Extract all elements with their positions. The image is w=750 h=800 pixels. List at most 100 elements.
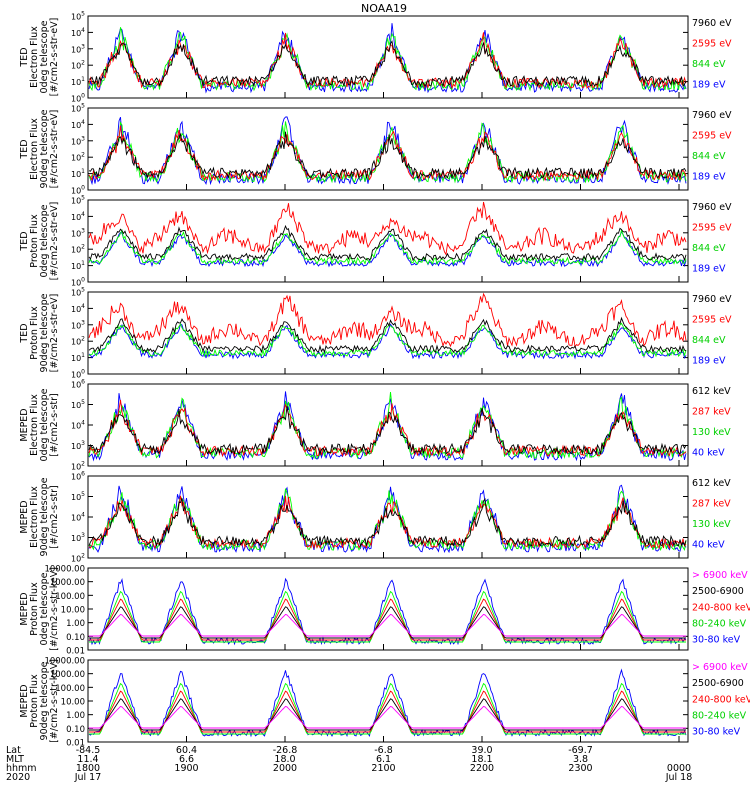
y-axis-label: TEDProton Flux0deg telescope[#/cm2-s-str… [19,202,60,281]
legend-entry: > 6900 keV [692,662,748,673]
series-trace [88,224,687,262]
legend-entry: 2595 eV [692,223,732,234]
y-axis-label-line: Proton Flux [29,306,40,360]
y-tick-exponent: 1 [81,76,85,83]
legend-entry: 189 eV [692,356,726,367]
y-tick-label: 103 [71,319,85,330]
x-tick-label-hhmm: 2200 [470,763,494,774]
panel-5: MEPEDElectron Flux0deg telescope[#/cm2-s… [19,379,731,472]
y-tick-base: 10 [71,29,81,38]
y-tick-label: 103 [71,227,85,238]
legend-entry: 80-240 keV [692,619,747,630]
y-tick-exponent: 1 [81,352,85,359]
legend-entry: 130 keV [692,427,731,438]
x-tick-label-lat: 60.4 [176,745,197,756]
x-tick-label-hhmm: 1900 [174,763,198,774]
y-axis-label-line: 90deg telescope [39,661,50,740]
y-tick-label: 0.01 [66,647,85,657]
x-tick-label-hhmm: 0000 [667,763,691,774]
y-axis-label-line: Electron Flux [29,118,40,180]
x-tick-label-mlt: 6.1 [376,754,391,765]
y-tick-exponent: 2 [81,244,85,251]
y-tick-base: 10 [71,262,81,271]
y-axis-label-line: TED [19,47,30,67]
series-trace [88,577,687,646]
y-axis-label-line: TED [19,323,30,343]
legend-entry: 2500-6900 [692,678,744,689]
y-tick-base: 10 [71,442,81,451]
x-tick-label-mlt: 18.0 [274,754,295,765]
x-row-label: Lat [6,745,21,756]
series-trace [88,391,687,462]
y-tick-exponent: 3 [81,227,85,234]
y-axis-label: TEDElectron Flux90deg telescope[#/cm2-s-… [19,109,60,188]
series-trace [88,497,687,548]
panel-frame [87,659,689,743]
y-axis-label-line: [#/cm2-s-str] [49,485,60,548]
x-tick-label-lat: -84.5 [76,745,101,756]
series-trace [88,322,687,358]
x-tick-label-date: Jul 17 [74,772,102,783]
panel-1: TEDElectron Flux0deg telescope[#/cm2-s-s… [19,11,732,104]
y-tick-label: 0.10 [66,725,85,735]
y-tick-label: 104 [71,420,85,431]
y-tick-base: 10 [71,213,81,222]
y-tick-base: 10 [71,401,81,410]
y-axis-label-line: MEPED [19,408,30,441]
y-axis-label: TEDProton Flux90deg telescope[#/cm2-s-st… [19,293,60,372]
y-tick-base: 10 [71,371,81,380]
y-axis-label-line: [#/cm2-s-str-keV] [49,659,60,743]
y-tick-label: 104 [71,119,85,130]
legend-entry: 2595 eV [692,131,732,142]
y-tick-label: 101 [71,76,85,87]
x-tick-label-lat: -69.7 [568,745,593,756]
series-trace [88,27,687,92]
y-tick-base: 10 [71,493,81,502]
y-axis-label: MEPEDElectron Flux90deg telescope[#/cm2-… [19,477,60,556]
y-tick-label: 1.00 [66,619,85,629]
y-tick-base: 10 [71,45,81,54]
panel-3: TEDProton Flux0deg telescope[#/cm2-s-str… [19,195,732,288]
legend-entry: 40 keV [692,540,725,551]
y-tick-label: 105 [71,491,85,502]
legend-entry: 612 keV [692,478,731,489]
y-tick-label: 104 [71,211,85,222]
x-row-label: 2020 [6,772,30,783]
y-tick-label: 105 [71,399,85,410]
y-axis-label-line: TED [19,231,30,251]
legend-entry: 189 eV [692,264,726,275]
y-tick-exponent: 6 [81,471,85,478]
x-tick-label-hhmm: 2100 [371,763,395,774]
y-axis-label-line: 0deg telescope [39,20,50,93]
y-tick-label: 10000.00 [44,657,85,667]
panel-4: TEDProton Flux90deg telescope[#/cm2-s-st… [19,287,732,380]
y-tick-label: 101 [71,352,85,363]
panels: TED Electron Flux 0deg telescope [#/cm2-s-s… [19,11,750,749]
y-tick-exponent: 2 [81,461,85,468]
y-tick-base: 10 [71,338,81,347]
y-tick-label: 103 [71,135,85,146]
y-tick-base: 10 [71,137,81,146]
y-tick-base: 10 [71,555,81,564]
y-tick-base: 10 [71,105,81,114]
panel-frame [87,107,689,191]
y-tick-base: 10 [71,534,81,543]
y-tick-exponent: 5 [81,11,85,18]
y-tick-base: 10 [71,321,81,330]
y-tick-label: 100.00 [55,684,85,694]
y-axis-label: MEPEDElectron Flux0deg telescope[#/cm2-s… [19,388,60,461]
y-axis-label: MEPEDProton Flux0deg telescope[#/cm2-s-s… [19,567,60,651]
legend-entry: 240-800 keV [692,694,750,705]
x-tick-label-hhmm: 2300 [568,763,592,774]
y-axis-label-line: Proton Flux [29,674,40,728]
legend-entry: 7960 eV [692,202,732,213]
y-tick-base: 10 [71,514,81,523]
series-trace [88,228,687,266]
y-tick-label: 10.00 [61,698,85,708]
y-axis-label-line: Proton Flux [29,214,40,268]
series-trace [88,392,687,460]
y-tick-exponent: 0 [81,185,85,192]
y-tick-label: 102 [71,152,85,163]
panel-frame [87,383,689,467]
